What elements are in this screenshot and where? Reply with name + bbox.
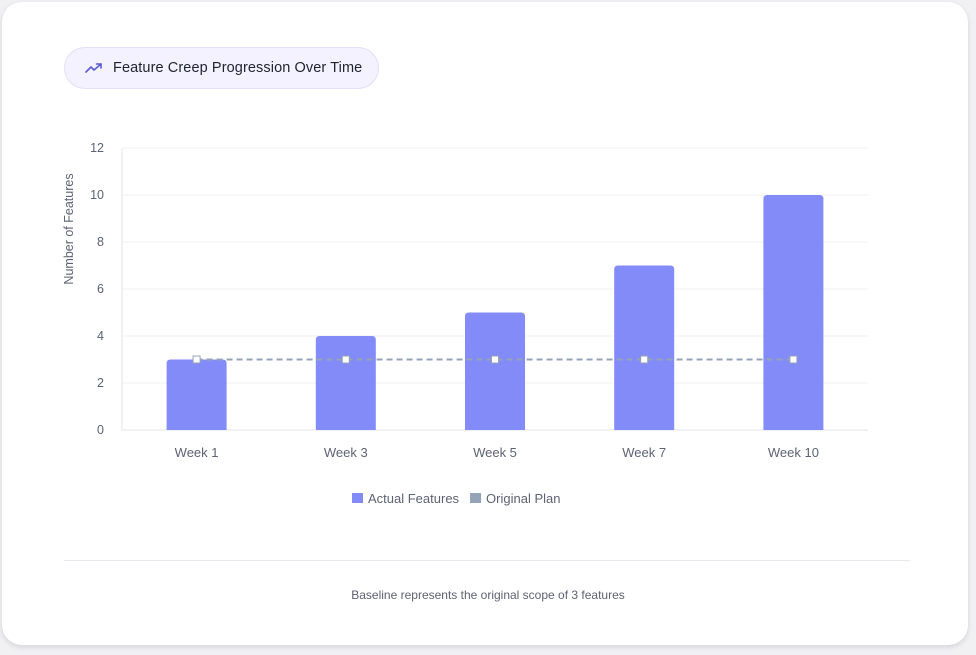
y-tick-label: 2 (97, 376, 104, 390)
chart-footnote: Baseline represents the original scope o… (351, 588, 625, 602)
chart-title: Feature Creep Progression Over Time (113, 60, 363, 76)
bar-week-1 (166, 359, 227, 430)
y-tick-label: 4 (97, 329, 104, 343)
bar-week-3 (315, 336, 376, 430)
bar-week-5 (465, 312, 525, 430)
x-tick-label: Week 10 (768, 445, 819, 460)
legend-swatch-original-plan (470, 493, 482, 503)
x-tick-label: Week 1 (175, 445, 219, 460)
y-tick-label: 6 (97, 282, 104, 296)
y-tick-label: 12 (90, 141, 104, 155)
original-plan-point (789, 355, 798, 364)
original-plan-point (640, 355, 649, 364)
y-tick-label: 8 (97, 235, 104, 249)
bar-week-7 (614, 265, 675, 430)
x-tick-label: Week 5 (473, 445, 517, 460)
chart-title-pill: Feature Creep Progression Over Time (64, 47, 379, 89)
y-tick-label: 0 (97, 423, 104, 437)
x-tick-label: Week 3 (324, 445, 368, 460)
legend-swatch-actual-features (352, 493, 363, 503)
original-plan-point (192, 355, 201, 364)
original-plan-point (341, 355, 350, 364)
y-tick-label: 10 (90, 188, 104, 202)
bar-week-10 (763, 195, 824, 430)
y-axis-label: Number of Features (62, 173, 76, 284)
trending-up-icon (85, 61, 103, 75)
original-plan-point (491, 355, 499, 364)
legend-label: Actual Features (368, 491, 460, 506)
legend-label: Original Plan (486, 491, 560, 506)
divider (64, 560, 910, 561)
x-tick-label: Week 7 (622, 445, 666, 460)
